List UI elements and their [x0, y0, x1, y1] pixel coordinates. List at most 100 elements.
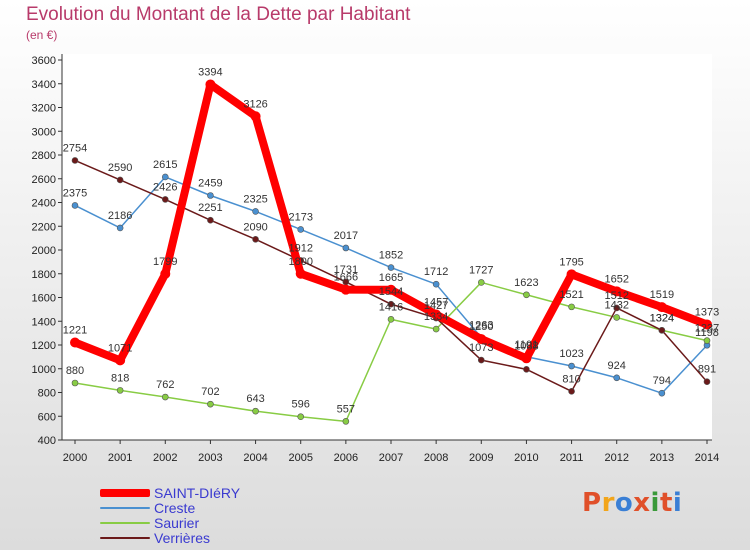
data-label: 1324 [650, 312, 674, 324]
data-label: 1023 [559, 348, 583, 360]
data-point [523, 366, 530, 373]
data-label: 1731 [334, 264, 358, 276]
data-label: 1416 [379, 301, 403, 313]
data-point [613, 314, 621, 321]
legend-item-creste: Creste [100, 500, 300, 516]
data-label: 762 [156, 379, 174, 391]
data-label: 2090 [243, 221, 267, 233]
logo-letter: P [582, 488, 602, 518]
data-label: 1623 [514, 277, 538, 289]
data-label: 1652 [604, 273, 628, 285]
x-tick-label: 2001 [108, 452, 132, 464]
data-point [297, 413, 305, 421]
data-label: 2754 [63, 142, 87, 154]
data-label: 1101 [515, 339, 539, 351]
data-point [523, 291, 530, 299]
x-tick-label: 2005 [288, 452, 312, 464]
x-tick-label: 2000 [63, 452, 87, 464]
proxiti-logo: Proxiti [582, 488, 682, 518]
data-label: 1912 [288, 242, 312, 254]
data-label: 3394 [198, 66, 222, 78]
data-label: 643 [246, 393, 264, 405]
data-label: 557 [337, 403, 355, 415]
data-point [161, 196, 169, 203]
data-label: 2459 [198, 177, 222, 189]
legend-label: Creste [154, 500, 196, 516]
legend-swatch [100, 489, 150, 497]
data-label: 2173 [288, 211, 312, 223]
y-tick-label: 2600 [32, 174, 56, 186]
data-label: 1071 [108, 342, 132, 354]
data-point [568, 303, 575, 311]
data-label: 810 [562, 373, 580, 385]
data-label: 1373 [695, 306, 719, 318]
legend-swatch [100, 537, 150, 539]
data-label: 1666 [334, 272, 358, 284]
data-point [342, 244, 350, 252]
y-tick-label: 3200 [32, 103, 56, 115]
data-label: 924 [608, 360, 626, 372]
data-label: 1521 [559, 289, 583, 301]
data-point [703, 378, 711, 385]
data-label: 2375 [63, 187, 87, 199]
data-label: 818 [111, 372, 129, 384]
y-tick-label: 3400 [32, 79, 56, 91]
data-point [521, 353, 532, 364]
x-tick-label: 2004 [243, 452, 267, 464]
data-label: 1073 [469, 342, 493, 354]
data-label: 1263 [469, 320, 493, 332]
data-point [116, 176, 124, 184]
data-label: 2590 [108, 162, 132, 174]
legend: SAINT-DIéRY Creste Saurier Verrières [100, 485, 300, 546]
x-tick-label: 2014 [695, 452, 719, 464]
data-point [477, 279, 485, 286]
data-label: 1432 [604, 299, 628, 311]
y-tick-label: 1600 [32, 293, 56, 305]
data-point [252, 407, 259, 415]
data-point [71, 202, 79, 209]
data-point [161, 173, 169, 181]
data-point [387, 300, 395, 308]
data-label: 1324 [650, 312, 674, 324]
data-point [432, 325, 440, 333]
data-label: 1237 [695, 323, 719, 335]
data-point [611, 286, 622, 297]
data-point [656, 302, 667, 313]
logo-letter: x [633, 488, 651, 518]
data-point [252, 208, 259, 215]
legend-swatch [100, 522, 150, 524]
logo-letter: i [650, 488, 660, 518]
data-label: 1665 [379, 272, 403, 284]
data-point [703, 337, 711, 344]
data-point [160, 268, 171, 279]
x-tick-label: 2012 [604, 452, 628, 464]
data-label: 2251 [198, 202, 222, 214]
data-label: 1799 [153, 256, 177, 268]
data-label: 1221 [63, 325, 87, 337]
data-label: 1512 [604, 290, 628, 302]
logo-letter: r [601, 488, 615, 518]
data-point [70, 337, 80, 348]
y-tick-label: 2800 [32, 150, 56, 162]
legend-item-saurier: Saurier [100, 515, 300, 531]
x-tick-label: 2006 [334, 452, 358, 464]
x-tick-label: 2010 [514, 452, 538, 464]
y-tick-label: 400 [38, 435, 56, 447]
data-point [387, 316, 395, 323]
data-label: 1712 [424, 266, 448, 278]
data-point [476, 334, 487, 345]
data-label: 702 [201, 386, 219, 398]
y-tick-label: 2400 [32, 198, 56, 210]
x-tick-label: 2008 [424, 452, 448, 464]
x-tick-label: 2013 [650, 452, 674, 464]
x-tick-label: 2007 [379, 452, 403, 464]
data-point [568, 362, 575, 370]
y-tick-label: 600 [38, 411, 56, 423]
data-label: 596 [292, 399, 310, 411]
data-label: 2426 [153, 181, 177, 193]
data-label: 1198 [695, 327, 719, 339]
y-tick-label: 3000 [32, 126, 56, 138]
data-point [431, 309, 442, 320]
